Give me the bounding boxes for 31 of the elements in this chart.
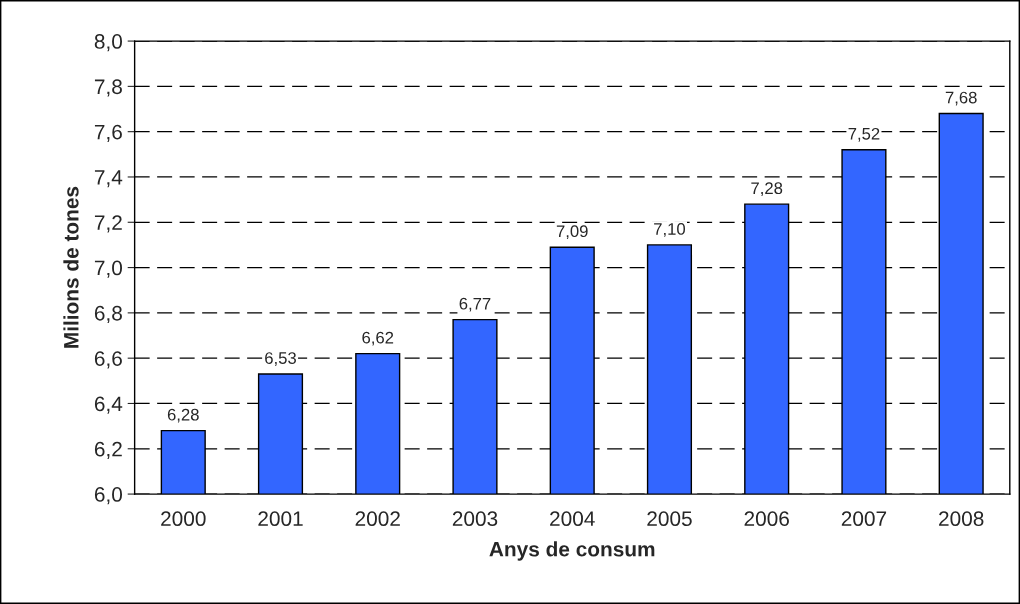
x-axis-title: Anys de consum: [489, 541, 655, 561]
data-label: 7,09: [556, 225, 588, 240]
x-tick-label: 2007: [841, 511, 887, 527]
data-label: 7,28: [751, 182, 783, 197]
data-label: 7,10: [654, 223, 686, 237]
y-tick-label: 6,6: [94, 351, 122, 369]
y-tick-label: 7,2: [94, 215, 122, 233]
y-tick-label: 7,8: [94, 79, 122, 97]
x-tick-label: 2001: [258, 511, 303, 527]
y-tick-label: 6,2: [94, 441, 122, 459]
data-label: 6,53: [265, 352, 296, 366]
x-tick-label: 2008: [939, 511, 984, 527]
y-tick-label: 7,4: [94, 170, 123, 188]
data-label: 6,28: [167, 408, 199, 423]
x-tick-label: 2005: [647, 511, 692, 527]
x-tick-label: 2006: [744, 511, 789, 527]
y-tick-label: 8,0: [94, 34, 123, 52]
data-label: 7,68: [945, 91, 977, 106]
y-tick-label: 6,4: [94, 396, 123, 414]
x-tick-label: 2002: [355, 511, 400, 527]
y-tick-label: 6,0: [94, 487, 123, 505]
x-tick-label: 2004: [550, 511, 595, 527]
x-tick-label: 2000: [161, 511, 206, 527]
y-axis-title: Milions de tones: [63, 186, 79, 348]
data-label: 6,77: [459, 297, 491, 312]
data-label: 7,52: [848, 127, 880, 142]
data-label: 6,62: [362, 331, 394, 346]
x-tick-label: 2003: [452, 511, 498, 527]
y-tick-label: 7,0: [94, 260, 123, 278]
y-tick-label: 7,6: [94, 124, 122, 142]
y-tick-label: 6,8: [94, 305, 122, 324]
